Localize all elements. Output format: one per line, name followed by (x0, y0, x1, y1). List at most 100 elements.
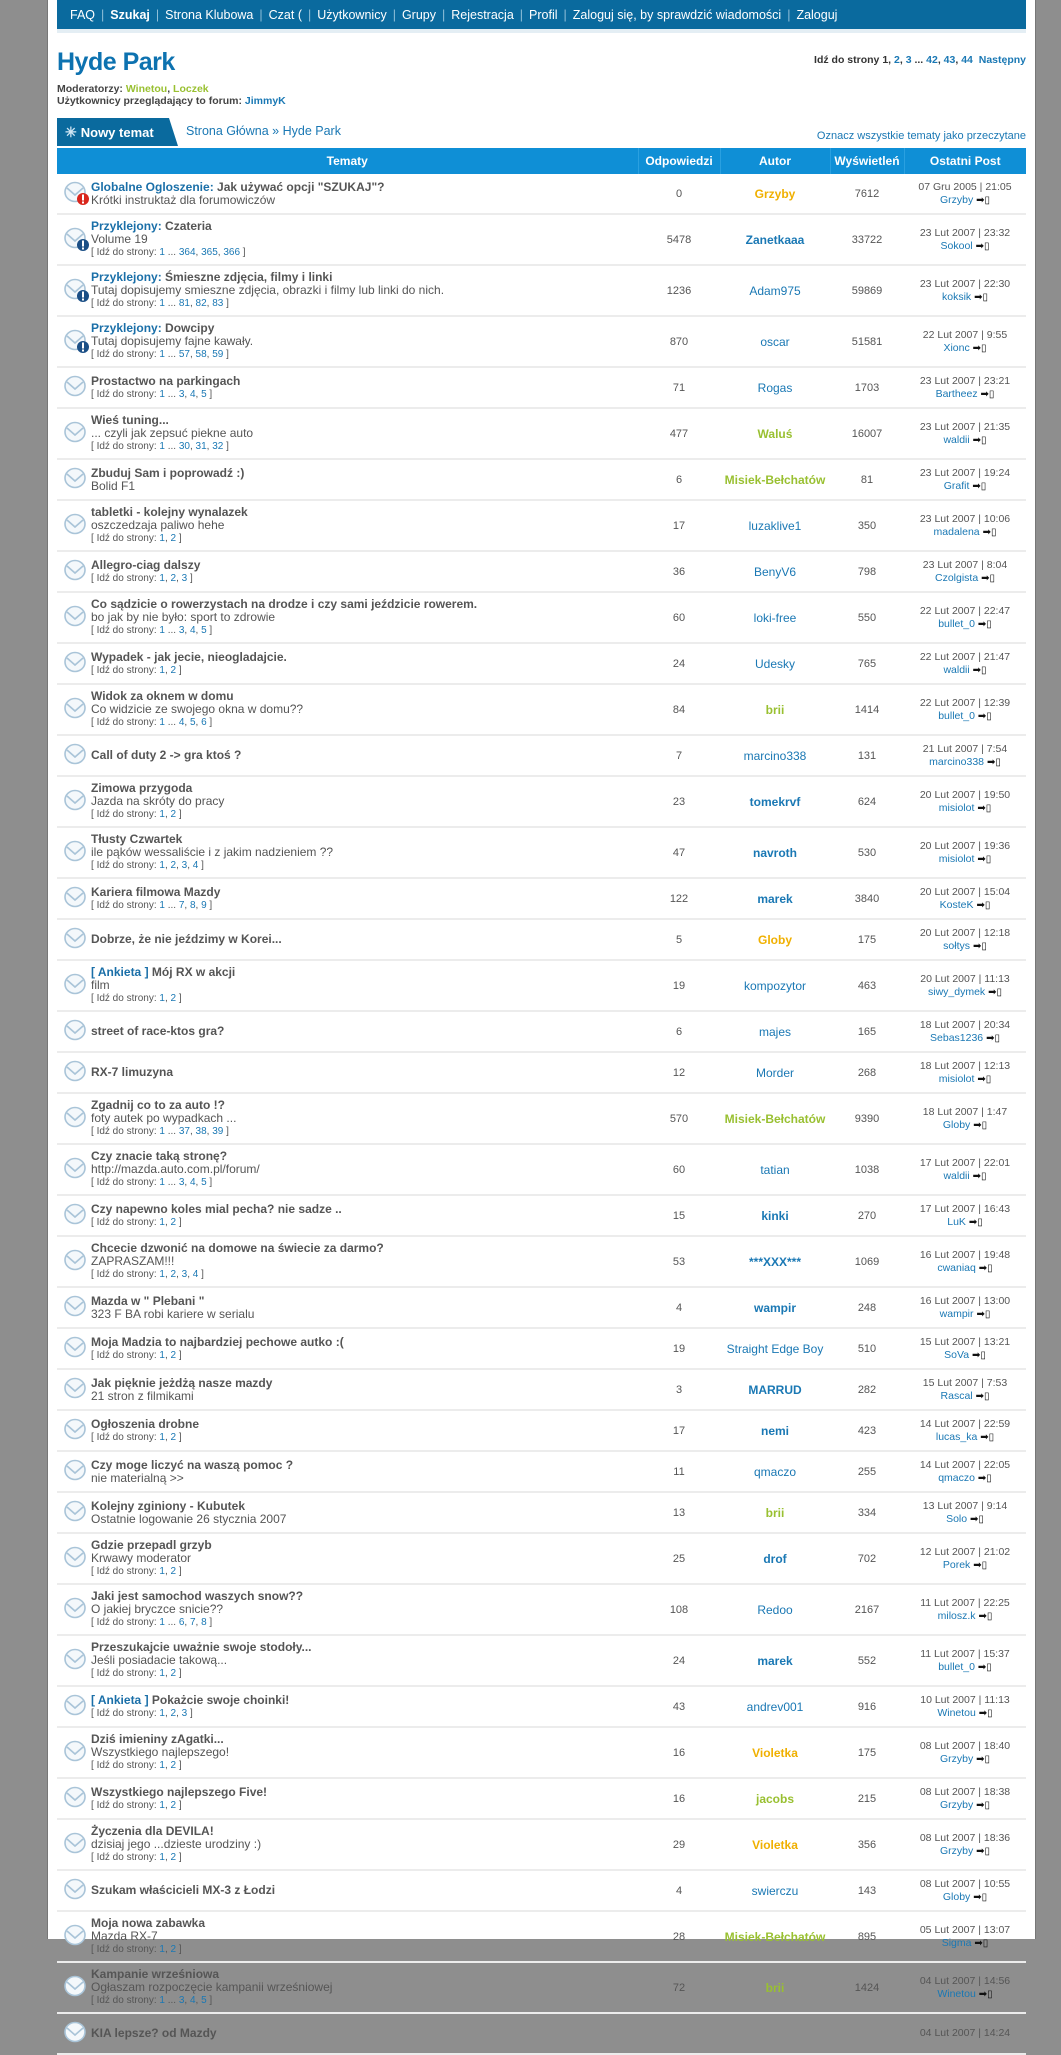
topic-title-link[interactable]: Moja nowa zabawka (91, 1916, 206, 1930)
author-link[interactable]: oscar (760, 334, 790, 349)
nav-item[interactable]: Profil (529, 7, 558, 22)
last-post-user-link[interactable]: Globy (942, 1118, 971, 1131)
topic-page-link[interactable]: 7 (178, 899, 185, 911)
topic-page-link[interactable]: 3 (178, 1995, 185, 2006)
go-to-last-post-icon[interactable]: ➡▯ (978, 1262, 993, 1274)
go-to-last-post-icon[interactable]: ➡▯ (975, 1390, 990, 1402)
topic-title-link[interactable]: Zgadnij co to za auto !? (91, 1098, 225, 1112)
topic-page-link[interactable]: 1 (159, 1349, 165, 1361)
topic-page-link[interactable]: 1 (159, 1617, 165, 1628)
topic-title-link[interactable]: street of race-ktos gra? (91, 1024, 225, 1038)
last-post-user-link[interactable]: Rascal (940, 1389, 973, 1402)
breadcrumb-current[interactable]: Hyde Park (282, 124, 341, 138)
author-link[interactable]: Udesky (754, 656, 795, 671)
topic-page-link[interactable]: 3 (178, 388, 185, 400)
topic-page-link[interactable]: 3 (181, 572, 188, 584)
last-post-user-link[interactable]: Globy (942, 1890, 971, 1903)
topic-page-link[interactable]: 1 (159, 572, 165, 584)
topic-title-link[interactable]: Prostactwo na parkingach (91, 373, 241, 388)
author-link[interactable]: Zanetkaaa (745, 232, 805, 247)
topic-page-link[interactable]: 2 (170, 1668, 177, 1679)
author-link[interactable]: Waluś (757, 426, 793, 441)
go-to-last-post-icon[interactable]: ➡▯ (977, 710, 992, 722)
last-post-user-link[interactable]: SoVa (944, 1348, 970, 1361)
go-to-last-post-icon[interactable]: ➡▯ (976, 899, 991, 911)
topic-title-link[interactable]: Ogłoszenia drobne (91, 1416, 200, 1431)
topic-page-link[interactable]: 32 (212, 441, 224, 452)
topic-title-link[interactable]: Czateria (165, 219, 212, 233)
topic-title-link[interactable]: Gdzie przepadl grzyb (91, 1538, 212, 1552)
topic-page-link[interactable]: 364 (178, 247, 196, 258)
topic-title-link[interactable]: RX-7 limuzyna (91, 1065, 174, 1079)
go-to-last-post-icon[interactable]: ➡▯ (974, 291, 988, 303)
topic-page-link[interactable]: 1 (159, 993, 165, 1004)
author-link[interactable]: Violetka (752, 1837, 798, 1852)
topic-page-link[interactable]: 3 (181, 860, 188, 871)
author-link[interactable]: swierczu (751, 1883, 799, 1898)
author-link[interactable]: brii (765, 1980, 785, 1995)
go-to-last-post-icon[interactable]: ➡▯ (976, 1308, 991, 1320)
breadcrumb-home[interactable]: Strona Główna (186, 124, 269, 138)
topic-page-link[interactable]: 5 (189, 717, 196, 728)
last-post-user-link[interactable]: siwy_dymek (928, 985, 986, 998)
topic-title-link[interactable]: Życzenia dla DEVILA! (91, 1824, 214, 1838)
moderator-link[interactable]: Winetou (125, 83, 168, 95)
go-to-last-post-icon[interactable]: ➡▯ (970, 1513, 984, 1525)
author-link[interactable]: Redoo (757, 1602, 793, 1617)
topic-page-link[interactable]: 38 (195, 1126, 207, 1137)
topic-page-link[interactable]: 1 (159, 809, 165, 820)
author-link[interactable]: jacobs (755, 1791, 794, 1806)
topic-page-link[interactable]: 1 (159, 899, 165, 911)
go-to-last-post-icon[interactable]: ➡▯ (977, 1661, 992, 1673)
go-to-last-post-icon[interactable]: ➡▯ (977, 618, 992, 630)
topic-title-link[interactable]: Moja Madzia to najbardziej pechowe autko… (91, 1334, 344, 1349)
author-link[interactable]: Grzyby (754, 186, 796, 201)
next-page-link[interactable]: Następny (978, 54, 1026, 66)
go-to-last-post-icon[interactable]: ➡▯ (977, 802, 992, 814)
topic-page-link[interactable]: 1 (159, 1668, 165, 1679)
author-link[interactable]: kinki (761, 1208, 789, 1223)
author-link[interactable]: navroth (752, 845, 797, 860)
topic-title-link[interactable]: Call of duty 2 -> gra ktoś ? (91, 748, 242, 762)
topic-title-link[interactable]: Szukam właścicieli MX-3 z Łodzi (91, 1883, 276, 1897)
go-to-last-post-icon[interactable]: ➡▯ (972, 434, 987, 446)
go-to-last-post-icon[interactable]: ➡▯ (973, 1119, 988, 1131)
author-link[interactable]: loki-free (753, 610, 797, 625)
topic-page-link[interactable]: 2 (170, 860, 177, 871)
last-post-user-link[interactable]: bullet_0 (938, 617, 975, 630)
topic-title-link[interactable]: Wszystkiego najlepszego Five! (91, 1784, 268, 1799)
topic-page-link[interactable]: 5 (201, 625, 207, 636)
topic-title-link[interactable]: Chcecie dzwonić na domowe na świecie za … (91, 1241, 384, 1255)
topic-page-link[interactable]: 1 (159, 1431, 165, 1443)
author-link[interactable]: wampir (753, 1300, 796, 1315)
topic-title-link[interactable]: Kampanie wrześniowa (91, 1967, 220, 1981)
go-to-last-post-icon[interactable]: ➡▯ (973, 1891, 988, 1903)
topic-title-link[interactable]: Czy napewno koles mial pecha? nie sadze … (91, 1201, 342, 1216)
last-post-user-link[interactable]: Grzyby (939, 1798, 974, 1811)
last-post-user-link[interactable]: Sigma (941, 1936, 972, 1949)
topic-page-link[interactable]: 1 (159, 1707, 165, 1719)
page-link[interactable]: 2 (894, 54, 900, 66)
topic-page-link[interactable]: 58 (195, 349, 207, 360)
author-link[interactable]: andrev001 (746, 1699, 804, 1714)
nav-item[interactable]: Czat ( (268, 7, 302, 22)
last-post-user-link[interactable]: lucas_ka (935, 1430, 978, 1443)
topic-page-link[interactable]: 4 (189, 1995, 196, 2006)
last-post-user-link[interactable]: LuK (947, 1215, 966, 1228)
topic-page-link[interactable]: 83 (212, 298, 224, 309)
last-post-user-link[interactable]: Xionc (943, 341, 970, 354)
topic-page-link[interactable]: 365 (201, 247, 218, 258)
topic-page-link[interactable]: 1 (159, 1566, 165, 1577)
nav-item[interactable]: Strona Klubowa (165, 7, 254, 22)
topic-page-link[interactable]: 2 (170, 1269, 177, 1280)
topic-page-link[interactable]: 4 (189, 625, 196, 636)
last-post-user-link[interactable]: misiolot (938, 852, 975, 865)
author-link[interactable]: Globy (757, 932, 792, 947)
topic-page-link[interactable]: 1 (159, 1852, 165, 1863)
author-link[interactable]: ***XXX*** (748, 1254, 802, 1269)
topic-page-link[interactable]: 4 (189, 388, 196, 400)
nav-item[interactable]: Zaloguj (796, 7, 838, 22)
last-post-user-link[interactable]: Winetou (937, 1987, 976, 2000)
go-to-last-post-icon[interactable]: ➡▯ (978, 1707, 993, 1719)
topic-title-link[interactable]: Dobrze, że nie jeździmy w Korei... (91, 932, 282, 946)
